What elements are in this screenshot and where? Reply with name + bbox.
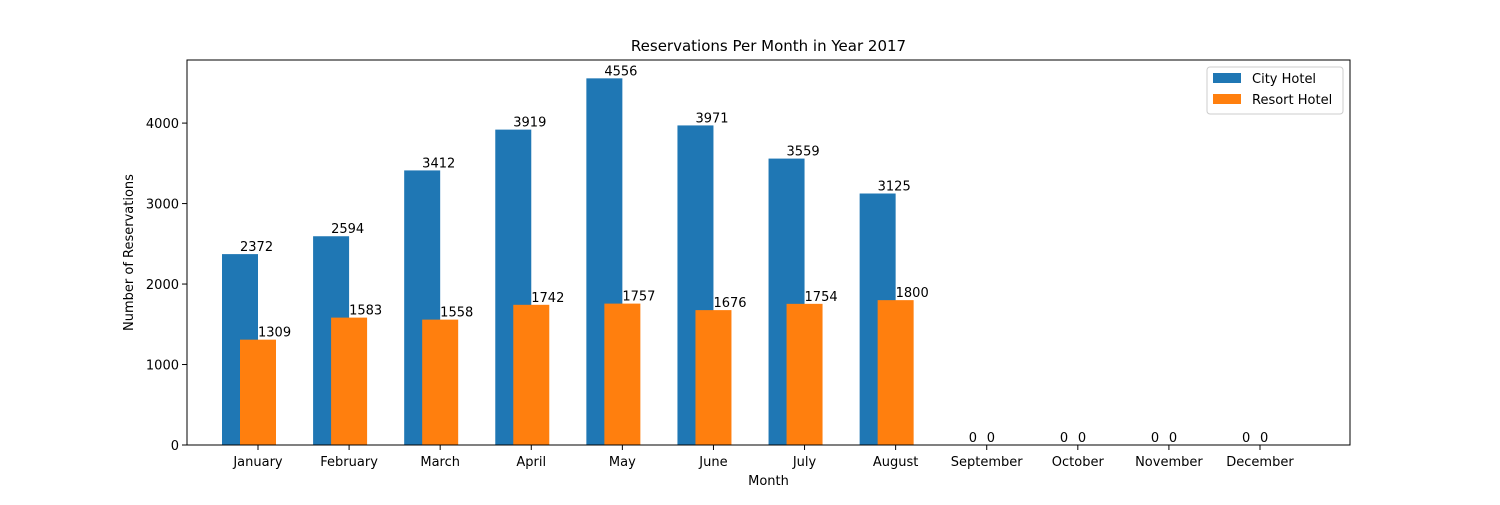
x-tick-label-december: December: [1226, 455, 1294, 470]
bar-resort-hotel-august: [877, 300, 914, 445]
legend-swatch-resort-hotel: [1213, 94, 1241, 104]
x-tick-label-january: January: [232, 455, 283, 470]
data-label-city-hotel-november: 0: [1151, 431, 1159, 446]
x-axis-label: Month: [748, 474, 789, 489]
plot-frame: [186, 59, 1351, 446]
data-label-resort-hotel-december: 0: [1260, 431, 1268, 446]
x-tick-label-april: April: [516, 455, 546, 470]
bar-resort-hotel-june: [695, 310, 732, 445]
x-tick-label-september: September: [951, 455, 1024, 470]
data-label-resort-hotel-july: 1754: [805, 290, 838, 305]
data-label-resort-hotel-march: 1558: [440, 306, 473, 321]
x-tick-label-august: August: [873, 455, 919, 470]
bar-resort-hotel-february: [331, 317, 368, 445]
bar-resort-hotel-january: [240, 339, 276, 445]
data-label-resort-hotel-november: 0: [1169, 431, 1177, 446]
data-label-resort-hotel-september: 0: [987, 431, 995, 446]
legend: City Hotel Resort Hotel: [1206, 66, 1344, 115]
data-label-resort-hotel-january: 1309: [258, 326, 291, 341]
data-label-city-hotel-september: 0: [969, 431, 977, 446]
bar-resort-hotel-march: [422, 319, 459, 445]
data-label-city-hotel-january: 2372: [240, 240, 273, 255]
data-labels-group: 2372 1309 2594 1583 3412 1558 3919 1742 4556 1757…: [240, 64, 1268, 446]
x-tick-label-june: June: [698, 455, 727, 470]
y-tick-label-2000: 2000: [146, 278, 179, 293]
data-label-city-hotel-february: 2594: [331, 222, 364, 237]
data-label-city-hotel-june: 3971: [695, 111, 728, 126]
y-axis-ticks: 0 1000 2000 3000 4000: [146, 117, 187, 454]
x-tick-label-july: July: [792, 455, 817, 470]
x-tick-label-november: November: [1135, 455, 1203, 470]
legend-swatch-city-hotel: [1213, 73, 1241, 83]
x-tick-label-february: February: [320, 455, 378, 470]
bar-resort-hotel-may: [604, 303, 641, 445]
bars-group: [222, 78, 914, 446]
data-label-city-hotel-july: 3559: [787, 145, 820, 160]
y-tick-label-0: 0: [171, 439, 179, 454]
data-label-city-hotel-august: 3125: [878, 180, 911, 195]
data-label-resort-hotel-october: 0: [1078, 431, 1086, 446]
x-tick-label-march: March: [420, 455, 460, 470]
data-label-resort-hotel-may: 1757: [622, 290, 655, 305]
y-axis-label: Number of Reservations: [122, 174, 137, 331]
y-tick-label-4000: 4000: [146, 117, 179, 132]
data-label-city-hotel-december: 0: [1242, 431, 1250, 446]
data-label-city-hotel-march: 3412: [422, 156, 455, 171]
data-label-city-hotel-april: 3919: [513, 116, 546, 131]
data-label-resort-hotel-february: 1583: [349, 304, 382, 319]
x-tick-label-may: May: [609, 455, 636, 470]
y-tick-label-1000: 1000: [146, 359, 179, 374]
chart-title: Reservations Per Month in Year 2017: [631, 37, 906, 55]
bar-resort-hotel-july: [786, 303, 823, 445]
x-tick-label-october: October: [1052, 455, 1105, 470]
bar-resort-hotel-april: [513, 304, 550, 445]
legend-label-resort-hotel: Resort Hotel: [1252, 93, 1332, 108]
data-label-resort-hotel-june: 1676: [713, 296, 746, 311]
x-axis-ticks: January February March April May June July Augu…: [232, 445, 1294, 470]
y-tick-label-3000: 3000: [146, 198, 179, 213]
data-label-city-hotel-may: 4556: [604, 64, 637, 79]
data-label-resort-hotel-august: 1800: [896, 286, 929, 301]
data-label-city-hotel-october: 0: [1060, 431, 1068, 446]
legend-label-city-hotel: City Hotel: [1252, 72, 1316, 87]
data-label-resort-hotel-april: 1742: [531, 291, 564, 306]
